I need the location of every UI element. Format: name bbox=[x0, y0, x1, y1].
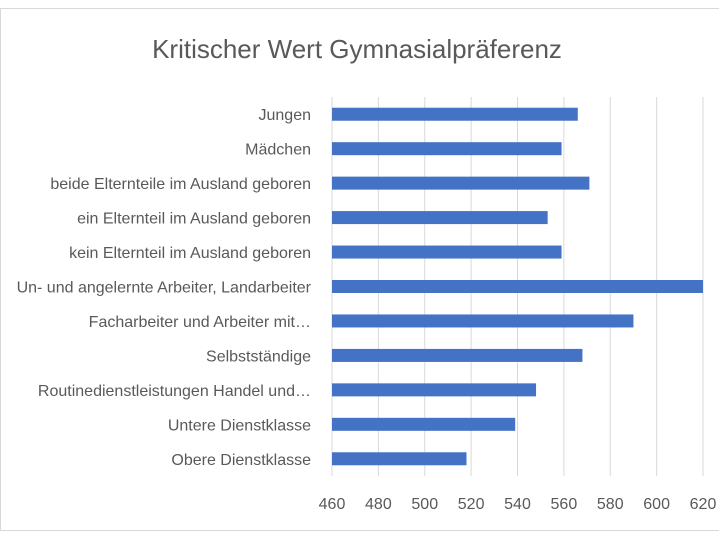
category-label: Obere Dienstklasse bbox=[171, 452, 311, 469]
chart-title: Kritischer Wert Gymnasialpräferenz bbox=[152, 34, 562, 64]
category-label: Jungen bbox=[259, 107, 312, 124]
bar bbox=[332, 417, 516, 431]
bar bbox=[332, 348, 583, 362]
x-tick-label: 620 bbox=[690, 496, 717, 513]
category-labels: Jungen Mädchen beide Elternteile im Auslan… bbox=[17, 107, 312, 469]
bar bbox=[332, 176, 590, 190]
x-tick-label: 580 bbox=[597, 496, 624, 513]
bar bbox=[332, 107, 578, 121]
chart-frame bbox=[0, 8, 719, 531]
x-tick-label: 540 bbox=[504, 496, 531, 513]
category-label: Un- und angelernte Arbeiter, Landarbeite… bbox=[17, 280, 312, 297]
bar bbox=[332, 211, 548, 225]
bar bbox=[332, 452, 467, 466]
x-tick-label: 460 bbox=[319, 496, 346, 513]
category-label: Facharbeiter und Arbeiter mit… bbox=[89, 314, 311, 331]
bar bbox=[332, 383, 537, 397]
x-tick-label: 600 bbox=[643, 496, 670, 513]
x-tick-label: 560 bbox=[551, 496, 578, 513]
x-tick-labels: 460 480 500 520 540 560 580 600 620 bbox=[319, 496, 717, 513]
category-label: Selbstständige bbox=[206, 348, 311, 365]
x-tick-label: 500 bbox=[411, 496, 438, 513]
category-label: ein Elternteil im Ausland geboren bbox=[77, 211, 311, 228]
bar bbox=[332, 245, 562, 259]
bar bbox=[332, 314, 634, 328]
x-tick-label: 520 bbox=[458, 496, 485, 513]
category-label: Untere Dienstklasse bbox=[168, 417, 311, 434]
category-label: Routinedienstleistungen Handel und… bbox=[38, 383, 311, 400]
bars bbox=[332, 107, 703, 466]
category-label: beide Elternteile im Ausland geboren bbox=[50, 176, 311, 193]
x-tick-label: 480 bbox=[365, 496, 392, 513]
category-label: kein Elternteil im Ausland geboren bbox=[69, 245, 311, 262]
bar bbox=[332, 280, 703, 293]
bar bbox=[332, 142, 562, 156]
category-label: Mädchen bbox=[245, 142, 311, 159]
